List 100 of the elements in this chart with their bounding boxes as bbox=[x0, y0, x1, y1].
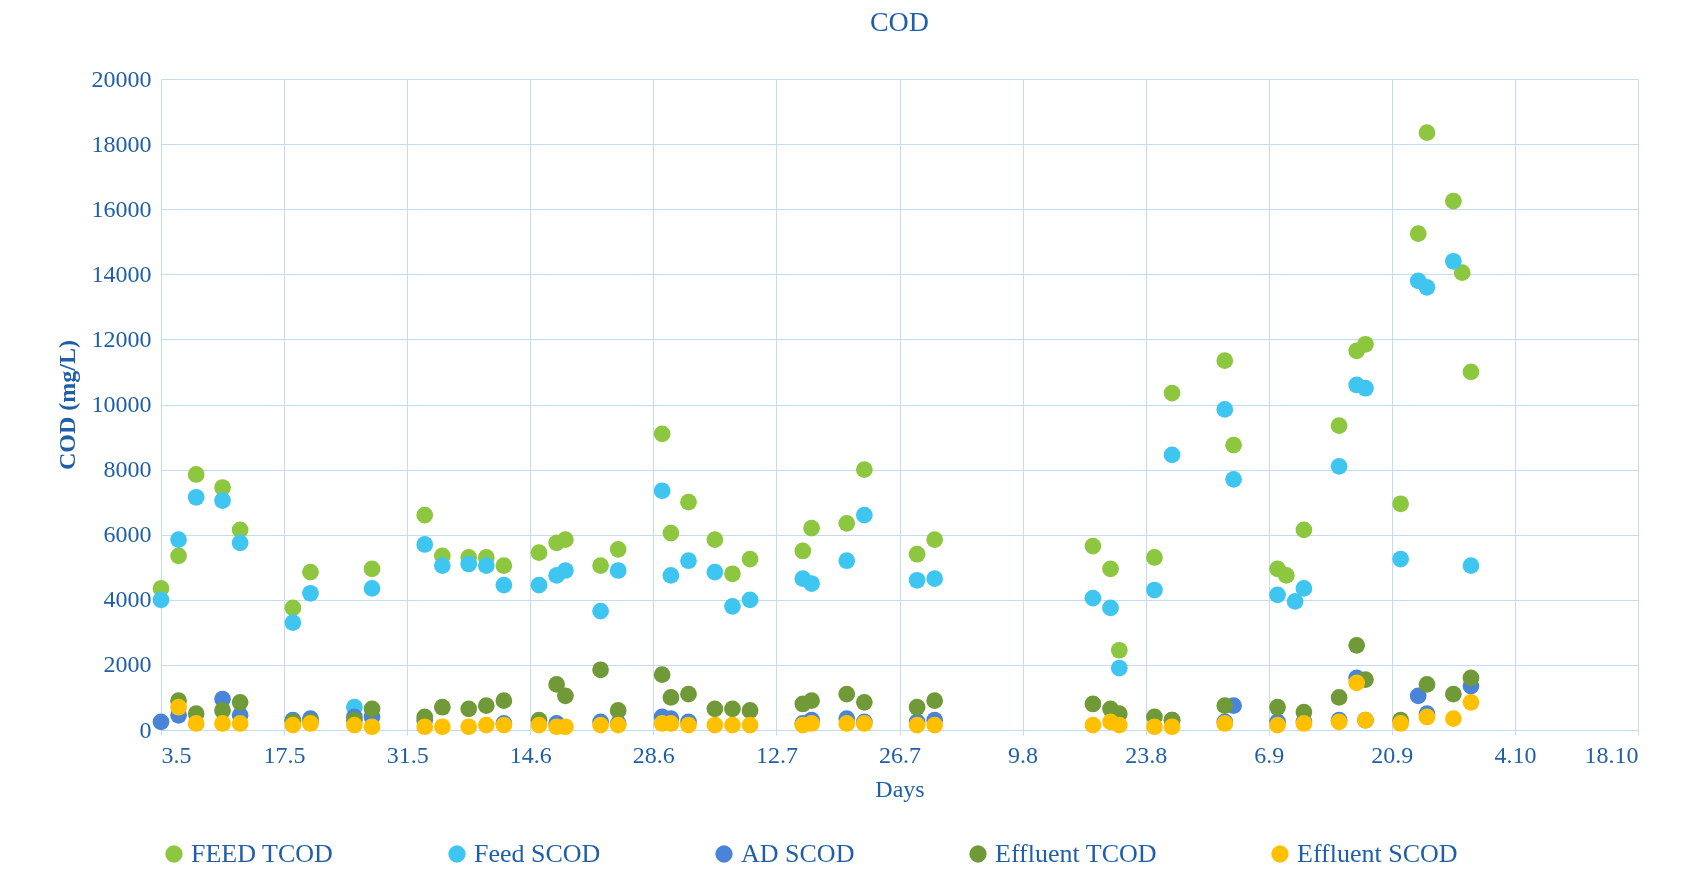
point bbox=[855, 693, 873, 711]
point bbox=[855, 506, 873, 524]
point bbox=[1462, 669, 1480, 687]
point bbox=[908, 545, 926, 563]
legend-label: FEED TCOD bbox=[191, 839, 333, 868]
point bbox=[170, 531, 187, 548]
y-tick-label: 0 bbox=[139, 716, 152, 743]
y-tick-label: 14000 bbox=[91, 260, 152, 287]
y-tick-label: 12000 bbox=[91, 325, 152, 352]
point bbox=[214, 492, 231, 509]
point bbox=[803, 519, 820, 537]
point bbox=[1295, 521, 1313, 539]
point bbox=[416, 506, 434, 524]
point bbox=[1084, 695, 1102, 713]
point bbox=[609, 541, 627, 558]
point bbox=[1445, 252, 1462, 270]
y-tick-label: 2000 bbox=[103, 651, 152, 678]
point bbox=[1392, 495, 1409, 513]
point bbox=[152, 591, 170, 609]
point bbox=[1216, 401, 1234, 418]
point bbox=[363, 580, 381, 597]
point bbox=[1295, 580, 1313, 597]
point bbox=[741, 591, 759, 609]
x-tick-label: 17.5 bbox=[263, 741, 306, 768]
point bbox=[1330, 689, 1348, 706]
point bbox=[302, 563, 319, 581]
point bbox=[495, 692, 513, 710]
x-axis-title: Days bbox=[875, 775, 925, 802]
point bbox=[1163, 384, 1181, 402]
point bbox=[530, 576, 548, 594]
point bbox=[433, 698, 451, 716]
x-tick-label: 14.6 bbox=[509, 741, 552, 768]
point bbox=[1392, 715, 1409, 732]
point bbox=[170, 698, 187, 716]
point bbox=[908, 698, 926, 716]
y-tick-label: 20000 bbox=[91, 65, 152, 92]
point bbox=[609, 562, 627, 579]
x-tick-label: 28.6 bbox=[632, 741, 675, 768]
point bbox=[803, 715, 820, 732]
point bbox=[706, 700, 724, 718]
point bbox=[460, 700, 478, 718]
point bbox=[530, 544, 548, 561]
y-tick-label: 10000 bbox=[91, 391, 152, 417]
point bbox=[1163, 718, 1181, 736]
point bbox=[152, 713, 170, 731]
y-axis-title: COD (mg/L) bbox=[53, 340, 80, 470]
point bbox=[1216, 352, 1234, 369]
point bbox=[416, 718, 434, 736]
point bbox=[908, 571, 926, 589]
point bbox=[477, 557, 495, 574]
point bbox=[1392, 550, 1409, 568]
point bbox=[653, 666, 671, 684]
point bbox=[794, 542, 812, 560]
point bbox=[302, 584, 319, 602]
point bbox=[1330, 457, 1348, 475]
x-tick-label: 23.8 bbox=[1125, 741, 1168, 768]
point bbox=[1409, 225, 1427, 242]
point bbox=[460, 718, 478, 736]
point bbox=[592, 557, 609, 574]
y-tick-label: 16000 bbox=[91, 195, 152, 222]
point bbox=[1084, 716, 1102, 734]
point bbox=[1084, 589, 1102, 607]
x-tick-label: 20.9 bbox=[1371, 741, 1414, 768]
point bbox=[1146, 549, 1163, 566]
point bbox=[214, 715, 231, 732]
point bbox=[1445, 192, 1462, 210]
point bbox=[1445, 685, 1462, 703]
point bbox=[706, 716, 724, 734]
point bbox=[170, 547, 187, 565]
point bbox=[1445, 710, 1462, 727]
point bbox=[680, 493, 697, 511]
point bbox=[495, 557, 513, 574]
point bbox=[1269, 698, 1286, 716]
point bbox=[495, 576, 513, 594]
point bbox=[1330, 417, 1348, 435]
point bbox=[1102, 599, 1119, 617]
point bbox=[592, 602, 609, 620]
point bbox=[838, 685, 856, 703]
point bbox=[838, 715, 856, 732]
point bbox=[724, 700, 741, 718]
point bbox=[1286, 593, 1304, 610]
point bbox=[724, 716, 741, 734]
point bbox=[926, 716, 944, 734]
point bbox=[838, 514, 856, 532]
point bbox=[1277, 567, 1295, 584]
point bbox=[1418, 124, 1436, 142]
point bbox=[1110, 659, 1128, 677]
point bbox=[1163, 446, 1181, 464]
x-tick-label: 26.7 bbox=[879, 741, 921, 768]
point bbox=[680, 685, 697, 703]
point bbox=[926, 570, 944, 587]
point bbox=[653, 482, 671, 500]
point bbox=[557, 687, 574, 705]
point bbox=[855, 461, 873, 478]
point bbox=[530, 716, 548, 734]
point bbox=[803, 692, 820, 710]
point bbox=[1409, 687, 1427, 705]
chart-title: COD bbox=[869, 6, 930, 37]
point bbox=[1084, 537, 1102, 555]
point bbox=[1462, 363, 1480, 381]
